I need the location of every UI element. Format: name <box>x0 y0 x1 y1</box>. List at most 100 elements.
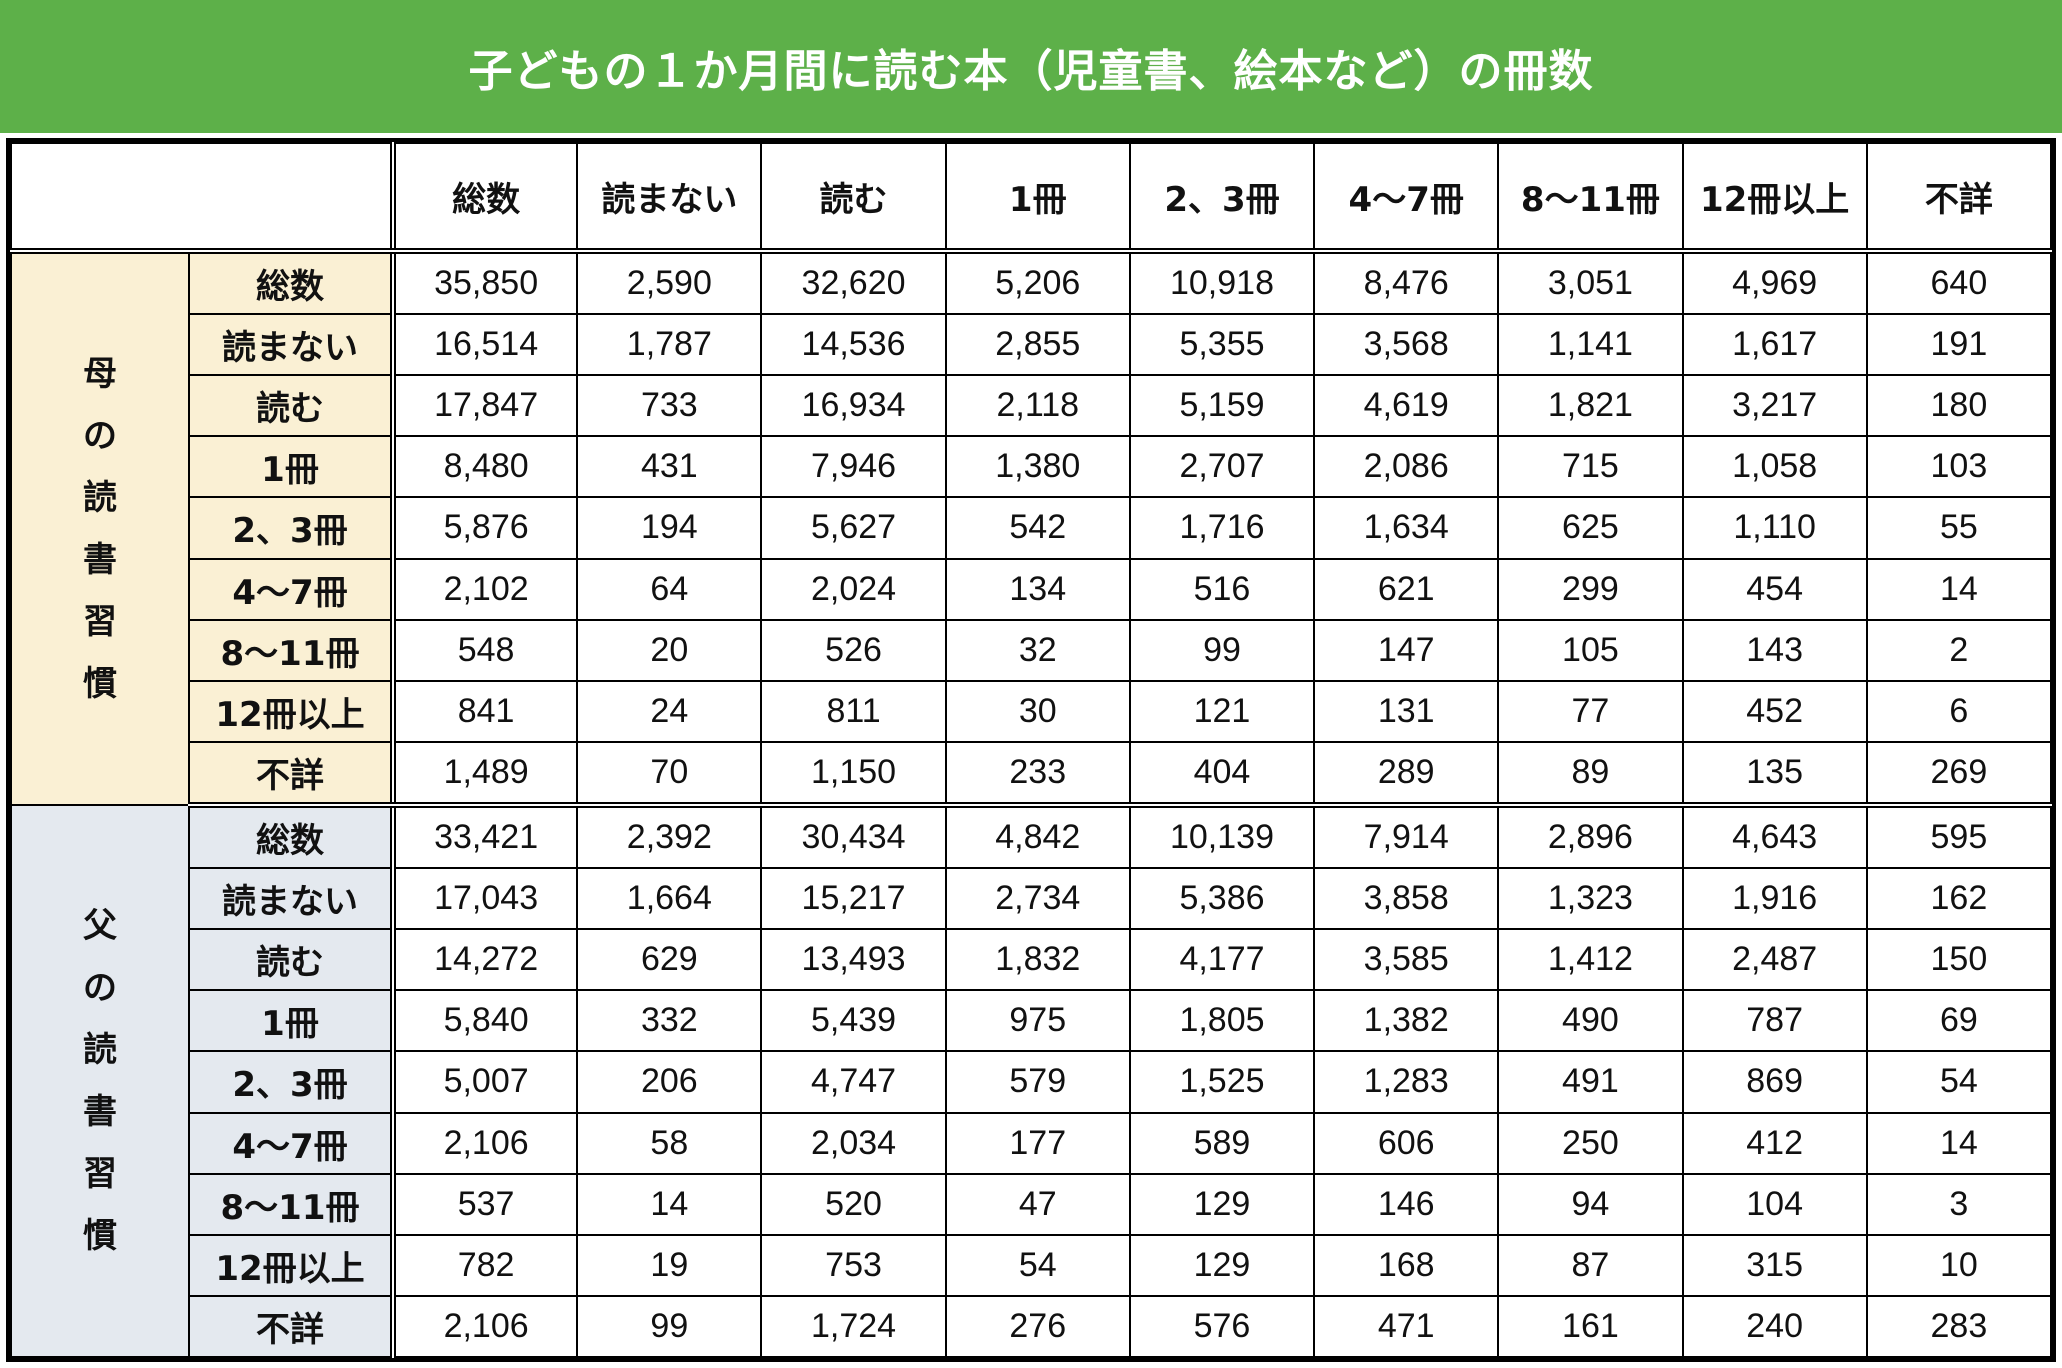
table-cell: 8,476 <box>1313 249 1500 316</box>
table-cell: 54 <box>1865 1050 2053 1114</box>
table-cell: 70 <box>576 740 763 808</box>
table-cell: 19 <box>576 1233 763 1297</box>
table-cell: 47 <box>944 1172 1131 1236</box>
table-cell: 55 <box>1865 496 2053 560</box>
table-cell: 5,876 <box>389 496 579 560</box>
table-cell: 2,855 <box>944 313 1131 377</box>
table-cell: 131 <box>1313 679 1500 743</box>
table-cell: 5,206 <box>944 249 1131 316</box>
row-header: 不詳 <box>188 740 394 808</box>
table-cell: 5,355 <box>1128 313 1316 377</box>
table-row: 読まない 17,043 1,664 15,217 2,734 5,386 3,858 1,32… <box>11 867 2053 931</box>
table-row: 読む 17,847 733 16,934 2,118 5,159 4,619 1,821 3,2… <box>11 374 2053 438</box>
row-header: 8〜11冊 <box>188 618 394 682</box>
table-cell: 1,634 <box>1313 496 1500 560</box>
table-cell: 516 <box>1128 557 1316 621</box>
table-cell: 30 <box>944 679 1131 743</box>
table-cell: 315 <box>1681 1233 1868 1297</box>
table-row: 1冊 5,840 332 5,439 975 1,805 1,382 490 787 69 <box>11 989 2053 1053</box>
table-cell: 841 <box>389 679 579 743</box>
table-row: 不詳 1,489 70 1,150 233 404 289 89 135 269 <box>11 740 2053 808</box>
table-cell: 404 <box>1128 740 1316 808</box>
table-cell: 5,840 <box>389 989 579 1053</box>
table-cell: 4,969 <box>1681 249 1868 316</box>
group-label-char: の <box>83 967 117 1008</box>
mother-group-label: 母の読書習慣 <box>10 250 190 806</box>
table-cell: 606 <box>1313 1111 1500 1175</box>
table-cell: 35,850 <box>389 249 579 316</box>
group-label-char: 慣 <box>83 663 117 704</box>
table-row: 12冊以上 841 24 811 30 121 131 77 452 6 <box>11 679 2053 743</box>
table-row: 12冊以上 782 19 753 54 129 168 87 315 10 <box>11 1233 2053 1297</box>
table-cell: 129 <box>1128 1233 1316 1297</box>
table-cell: 4,842 <box>944 803 1131 870</box>
row-header: 12冊以上 <box>188 679 394 743</box>
table-cell: 537 <box>389 1172 579 1236</box>
table-cell: 250 <box>1497 1111 1684 1175</box>
table-cell: 4,177 <box>1128 928 1316 992</box>
table-cell: 194 <box>576 496 763 560</box>
table-row: 8〜11冊 548 20 526 32 99 147 105 143 2 <box>11 618 2053 682</box>
table-cell: 2,487 <box>1681 928 1868 992</box>
table-cell: 3,585 <box>1313 928 1500 992</box>
table-cell: 3,051 <box>1497 249 1684 316</box>
table-cell: 2,024 <box>760 557 947 621</box>
table-cell: 33,421 <box>389 803 579 870</box>
table-cell: 629 <box>576 928 763 992</box>
table-cell: 2,590 <box>576 249 763 316</box>
table-cell: 975 <box>944 989 1131 1053</box>
column-header: 読む <box>760 142 947 254</box>
table-cell: 206 <box>576 1050 763 1114</box>
table-cell: 94 <box>1497 1172 1684 1236</box>
table-cell: 14 <box>576 1172 763 1236</box>
table-cell: 99 <box>576 1294 763 1359</box>
table-cell: 14,272 <box>389 928 579 992</box>
table-cell: 589 <box>1128 1111 1316 1175</box>
table-cell: 782 <box>389 1233 579 1297</box>
row-header: 1冊 <box>188 435 394 499</box>
table-cell: 1,724 <box>760 1294 947 1359</box>
row-header: 12冊以上 <box>188 1233 394 1297</box>
group-label-char: 習 <box>83 601 117 642</box>
table-cell: 7,914 <box>1313 803 1500 870</box>
column-header: 8〜11冊 <box>1497 142 1684 254</box>
table-cell: 576 <box>1128 1294 1316 1359</box>
row-header: 読む <box>188 928 394 992</box>
table-cell: 4,643 <box>1681 803 1868 870</box>
table-cell: 1,150 <box>760 740 947 808</box>
table-cell: 104 <box>1681 1172 1868 1236</box>
table-cell: 4,619 <box>1313 374 1500 438</box>
table-cell: 1,916 <box>1681 867 1868 931</box>
table-cell: 240 <box>1681 1294 1868 1359</box>
table-cell: 412 <box>1681 1111 1868 1175</box>
table-cell: 640 <box>1865 249 2053 316</box>
table-cell: 58 <box>576 1111 763 1175</box>
table-cell: 7,946 <box>760 435 947 499</box>
table-cell: 269 <box>1865 740 2053 808</box>
column-header: 読まない <box>576 142 763 254</box>
column-header: 不詳 <box>1865 142 2053 254</box>
table-cell: 150 <box>1865 928 2053 992</box>
table-cell: 69 <box>1865 989 2053 1053</box>
table-cell: 621 <box>1313 557 1500 621</box>
table-cell: 454 <box>1681 557 1868 621</box>
table-cell: 191 <box>1865 313 2053 377</box>
table-cell: 2,086 <box>1313 435 1500 499</box>
data-table: 総数 読まない 読む 1冊 2、3冊 4〜7冊 8〜11冊 12冊以上 不詳 母… <box>10 142 2053 1359</box>
group-label-char: 読 <box>83 1029 117 1070</box>
table-cell: 1,617 <box>1681 313 1868 377</box>
table-cell: 162 <box>1865 867 2053 931</box>
table-cell: 129 <box>1128 1172 1316 1236</box>
table-cell: 283 <box>1865 1294 2053 1359</box>
table-cell: 490 <box>1497 989 1684 1053</box>
table-cell: 64 <box>576 557 763 621</box>
table-cell: 121 <box>1128 679 1316 743</box>
table-cell: 2,106 <box>389 1111 579 1175</box>
row-header: 8〜11冊 <box>188 1172 394 1236</box>
table-cell: 161 <box>1497 1294 1684 1359</box>
row-header: 総数 <box>188 249 394 316</box>
table-cell: 15,217 <box>760 867 947 931</box>
table-cell: 2,896 <box>1497 803 1684 870</box>
table-cell: 32,620 <box>760 249 947 316</box>
table-cell: 10 <box>1865 1233 2053 1297</box>
